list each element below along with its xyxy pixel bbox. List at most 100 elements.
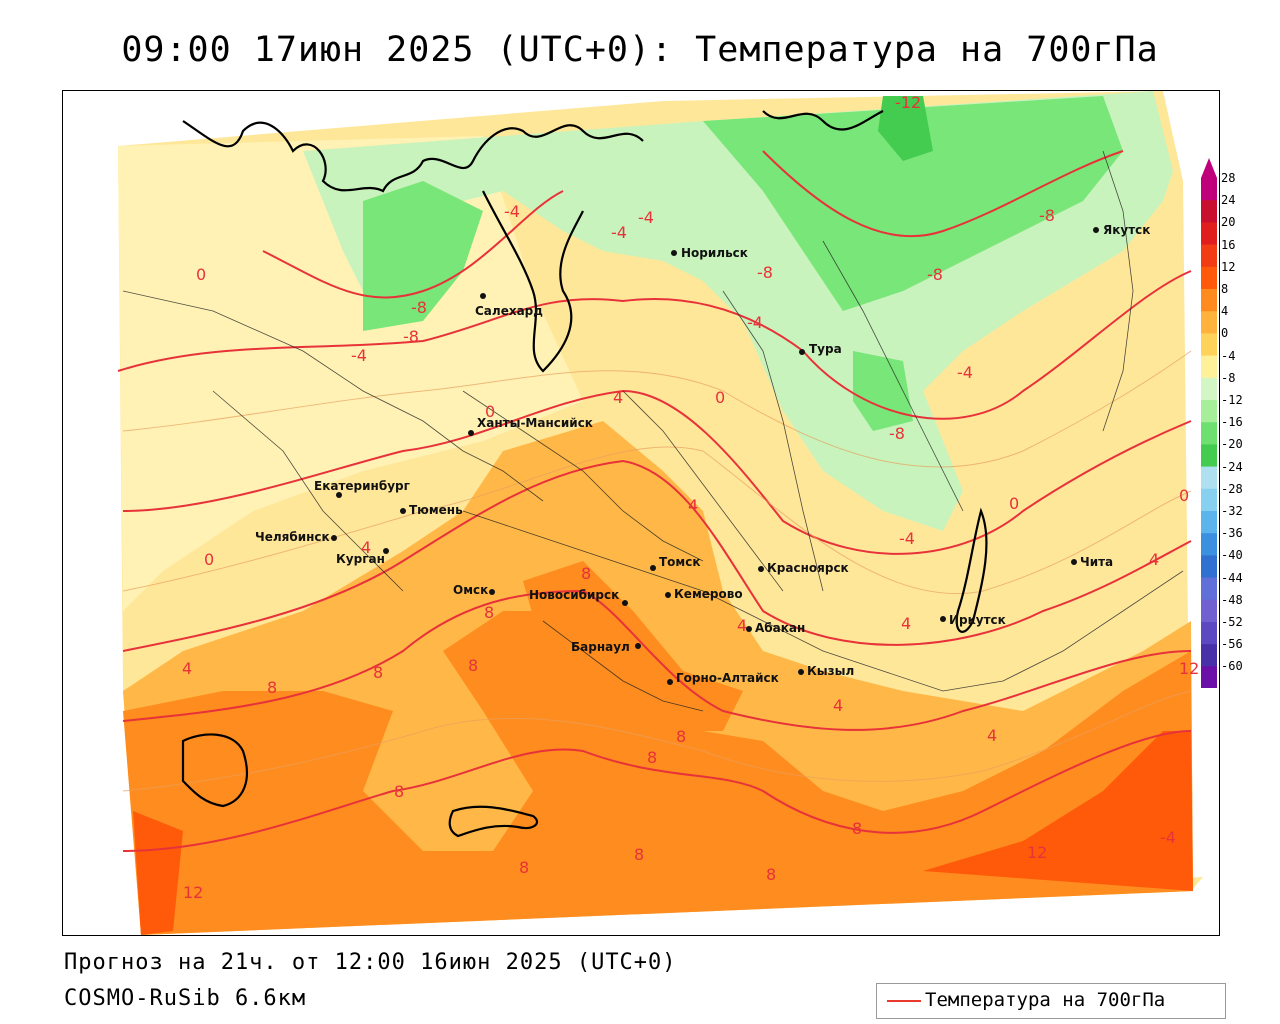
colorbar-tick-label: -4 xyxy=(1221,348,1236,363)
svg-text:4: 4 xyxy=(901,614,911,633)
svg-text:8: 8 xyxy=(647,748,657,767)
colorbar-tick-label: -60 xyxy=(1221,659,1243,674)
svg-text:12: 12 xyxy=(1027,843,1047,862)
colorbar-segment xyxy=(1201,289,1217,312)
svg-text:8: 8 xyxy=(852,819,862,838)
svg-text:8: 8 xyxy=(634,845,644,864)
zone-8-12 xyxy=(123,611,1193,935)
city-barnaul: Барнаул xyxy=(571,640,641,654)
city-kyzyl: Кызыл xyxy=(798,664,854,678)
colorbar-segment xyxy=(1201,400,1217,423)
svg-text:-8: -8 xyxy=(403,327,419,346)
colorbar-tick-label: 4 xyxy=(1221,304,1229,319)
svg-text:-4: -4 xyxy=(351,346,367,365)
forecast-info: Прогноз на 21ч. от 12:00 16июн 2025 (UTC… xyxy=(64,950,677,975)
colorbar-tick-label: 20 xyxy=(1221,215,1236,230)
svg-text:-4: -4 xyxy=(747,313,763,332)
colorbar-segment xyxy=(1201,266,1217,290)
coastlines xyxy=(181,110,988,838)
thin-isotherms xyxy=(122,350,1192,792)
colorbar-tick-label: -52 xyxy=(1221,615,1243,629)
colorbar-segment xyxy=(1201,178,1217,201)
svg-text:Томск: Томск xyxy=(659,555,701,569)
colorbar-segment xyxy=(1201,444,1217,468)
svg-text:-12: -12 xyxy=(895,93,921,112)
svg-text:-4: -4 xyxy=(638,208,654,227)
colorbar-tick-label: -24 xyxy=(1221,459,1243,474)
city-novosibirsk: Новосибирск xyxy=(529,588,628,606)
city-markers: Якутск Норильск Салехард Тура Ханты-Манс… xyxy=(255,223,1150,685)
svg-text:Ханты-Мансийск: Ханты-Мансийск xyxy=(477,416,593,430)
city-yekaterinburg: Екатеринбург xyxy=(314,479,410,498)
svg-text:8: 8 xyxy=(267,678,277,697)
colorbar-tick-label: -36 xyxy=(1221,526,1243,541)
colorbar-tick-label: -12 xyxy=(1221,393,1243,407)
legend-label: Температура на 700гПа xyxy=(925,989,1166,1011)
colorbar-tick-label: 28 xyxy=(1221,171,1236,185)
colorbar-top-arrow xyxy=(1201,158,1217,178)
svg-text:-8: -8 xyxy=(411,298,427,317)
colorbar-segment xyxy=(1201,577,1217,601)
city-tyumen: Тюмень xyxy=(400,503,463,517)
city-chita: Чита xyxy=(1071,555,1113,569)
svg-text:Барнаул: Барнаул xyxy=(571,640,630,654)
colorbar-segment xyxy=(1201,466,1217,490)
svg-text:8: 8 xyxy=(581,564,591,583)
colorbar-tick-label: 0 xyxy=(1221,326,1229,341)
svg-text:Тюмень: Тюмень xyxy=(409,503,463,517)
colorbar-tick-label: 16 xyxy=(1221,237,1236,252)
svg-text:Иркутск: Иркутск xyxy=(949,613,1006,627)
svg-text:0: 0 xyxy=(715,388,725,407)
city-salekhard: Салехард xyxy=(475,293,543,318)
colorbar-tick-label: -44 xyxy=(1221,570,1243,585)
svg-text:-4: -4 xyxy=(1160,828,1176,847)
svg-text:0: 0 xyxy=(1009,494,1019,513)
svg-text:-8: -8 xyxy=(757,263,773,282)
svg-text:12: 12 xyxy=(183,883,203,902)
svg-text:-4: -4 xyxy=(504,202,520,221)
isotherm-labels: -12 -8 -8 -8 -8 -8 -8 -4 -4 -4 -4 -4 -4 … xyxy=(182,93,1199,902)
svg-text:Челябинск: Челябинск xyxy=(255,530,330,544)
svg-text:4: 4 xyxy=(361,538,371,557)
svg-text:-8: -8 xyxy=(927,265,943,284)
svg-text:8: 8 xyxy=(468,656,478,675)
svg-text:8: 8 xyxy=(519,858,529,877)
svg-text:Абакан: Абакан xyxy=(755,621,805,635)
colorbar-segment xyxy=(1201,311,1217,334)
svg-text:4: 4 xyxy=(833,696,843,715)
colorbar-tick-label: -28 xyxy=(1221,481,1243,496)
svg-text:4: 4 xyxy=(1149,550,1159,569)
svg-text:0: 0 xyxy=(196,265,206,284)
colorbar-segment xyxy=(1201,644,1217,667)
svg-text:4: 4 xyxy=(737,616,747,635)
svg-text:-8: -8 xyxy=(889,424,905,443)
svg-text:Новосибирск: Новосибирск xyxy=(529,588,619,602)
colorbar-segment xyxy=(1201,599,1217,623)
svg-text:Красноярск: Красноярск xyxy=(767,561,849,575)
colorbar-segment xyxy=(1201,422,1217,445)
city-kemerovo: Кемерово xyxy=(665,587,743,601)
svg-text:Кемерово: Кемерово xyxy=(674,587,743,601)
colorbar-segment xyxy=(1201,622,1217,645)
temperature-map[interactable]: Якутск Норильск Салехард Тура Ханты-Манс… xyxy=(62,90,1220,936)
svg-text:0: 0 xyxy=(485,402,495,421)
city-norilsk: Норильск xyxy=(671,246,748,260)
svg-text:-8: -8 xyxy=(1039,206,1055,225)
colorbar-tick-label: 8 xyxy=(1221,282,1229,296)
zone-12-plus-east xyxy=(923,731,1193,891)
svg-text:-4: -4 xyxy=(611,223,627,242)
city-chelyabinsk: Челябинск xyxy=(255,530,337,544)
colorbar-tick-label: -32 xyxy=(1221,504,1243,518)
svg-text:Омск: Омск xyxy=(453,583,488,597)
city-khanty-mansiysk: Ханты-Мансийск xyxy=(468,416,593,436)
legend: Температура на 700гПа xyxy=(876,983,1226,1019)
colorbar-segment xyxy=(1201,533,1217,556)
zone-12-plus-west xyxy=(133,811,183,935)
colorbar-segment xyxy=(1201,488,1217,512)
model-info: COSMO-RuSib 6.6км xyxy=(64,986,307,1011)
svg-text:8: 8 xyxy=(676,727,686,746)
svg-text:Горно-Алтайск: Горно-Алтайск xyxy=(676,671,779,685)
svg-text:Чита: Чита xyxy=(1080,555,1113,569)
city-kurgan: Курган xyxy=(336,548,389,566)
svg-text:8: 8 xyxy=(484,603,494,622)
